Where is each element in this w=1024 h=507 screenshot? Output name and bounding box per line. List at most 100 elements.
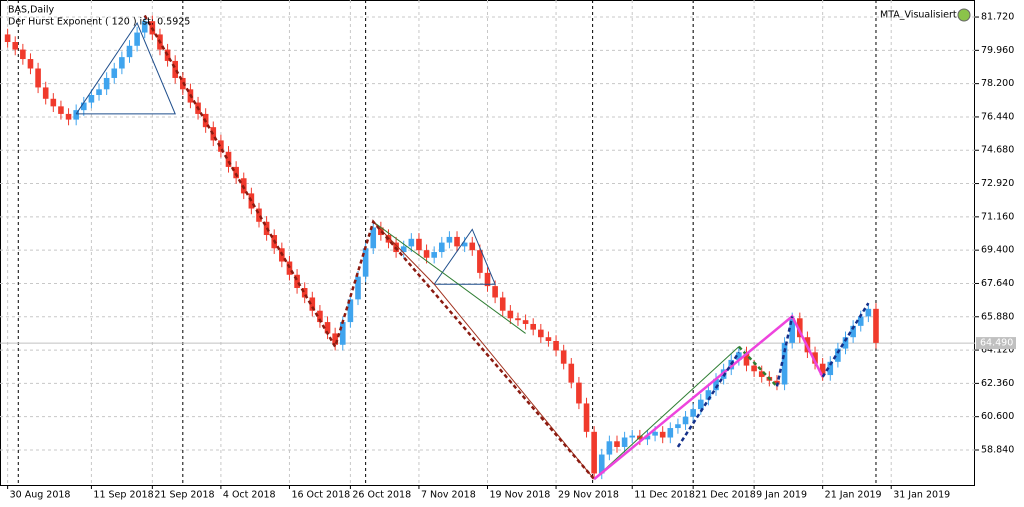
candle-body [492, 286, 498, 298]
candle-body [332, 333, 338, 345]
y-tick-label: 79.960 [981, 45, 1014, 56]
candle-body [423, 250, 430, 258]
candle-body [865, 308, 872, 317]
candle-body [507, 310, 514, 319]
candle-body [819, 363, 826, 376]
candle-body [20, 49, 26, 60]
candle-body [560, 350, 567, 364]
candle-body [218, 140, 224, 152]
y-tick-label: 71.160 [981, 211, 1014, 222]
candle-body [659, 431, 666, 438]
candle-body [12, 42, 19, 50]
zigzag-line [75, 22, 176, 115]
x-tick-label: 21 Sep 2018 [154, 490, 214, 501]
candle-body [58, 106, 64, 114]
candle-body [355, 276, 361, 300]
candle-body [842, 337, 849, 349]
candle-body [286, 261, 293, 275]
candle-body [225, 151, 232, 167]
candle-body [515, 318, 521, 321]
candle-body [781, 342, 788, 385]
x-tick-label: 31 Jan 2019 [893, 490, 950, 501]
y-tick-label: 67.640 [981, 278, 1014, 289]
indicator-icon[interactable] [957, 8, 971, 22]
candle-body [713, 378, 719, 391]
candle-body [80, 102, 87, 111]
zigzag-line [143, 14, 596, 480]
last-price-box [976, 337, 1016, 350]
zigzag-line [676, 351, 740, 448]
y-tick-label: 74.680 [981, 145, 1014, 156]
last-price-label: 64.490 [980, 338, 1013, 349]
candle-body [73, 110, 79, 120]
candle-body [378, 227, 384, 236]
candle-body [545, 337, 552, 341]
chart-title: BAS,Daily [8, 5, 54, 16]
y-tick-label: 81.720 [981, 12, 1014, 23]
y-tick-label: 58.840 [981, 444, 1014, 455]
candle-body [461, 242, 468, 247]
candle-body [96, 89, 102, 95]
x-tick-label: 29 Nov 2018 [558, 490, 619, 501]
candle-body [324, 322, 331, 334]
x-tick-label: 30 Aug 2018 [10, 490, 71, 501]
candle-body [675, 424, 681, 429]
candle-body [27, 59, 34, 69]
candle-body [88, 94, 95, 103]
candle-body [317, 310, 323, 323]
candle-body [614, 441, 620, 447]
candle-body [873, 308, 879, 343]
candle-body [119, 57, 125, 69]
candle-body [172, 60, 178, 78]
candle-body [4, 34, 11, 43]
candle-body [362, 248, 369, 277]
candle-body [469, 242, 476, 251]
candle-body [111, 68, 118, 78]
candle-body [850, 325, 856, 338]
y-tick-label: 78.200 [981, 78, 1014, 89]
y-tick-label: 65.880 [981, 311, 1014, 322]
candle-body [576, 382, 582, 404]
candle-body [690, 409, 696, 417]
zigzag-line [775, 316, 794, 387]
candle-body [431, 252, 437, 258]
candle-body [446, 236, 453, 243]
candle-body [294, 274, 300, 289]
candle-body [797, 318, 803, 338]
x-tick-label: 4 Oct 2018 [223, 490, 276, 501]
candle-body [370, 227, 377, 249]
candle-body [644, 435, 651, 440]
candle-body [126, 45, 133, 58]
indicator-subtitle: Der Hurst Exponent ( 120 ) ist: 0.5925 [8, 17, 190, 28]
candle-body [682, 416, 689, 425]
candle-body [538, 329, 544, 338]
zigzag-line [821, 302, 870, 378]
candle-body [347, 299, 354, 323]
candle-body [141, 21, 148, 33]
candle-body [857, 316, 864, 326]
x-tick-label: 7 Nov 2018 [421, 490, 476, 501]
x-tick-label: 21 Jan 2019 [825, 490, 882, 501]
x-tick-label: 21 Dec 2018 [695, 490, 756, 501]
candle-body [553, 340, 559, 351]
x-tick-label: 9 Jan 2019 [756, 490, 807, 501]
candle-body [35, 68, 41, 88]
candle-body [522, 320, 529, 324]
candle-body [530, 323, 537, 330]
candle-body [583, 403, 590, 432]
candle-body [438, 242, 445, 253]
candle-body [454, 236, 460, 247]
candle-body [751, 365, 757, 372]
candle-body [591, 431, 597, 474]
candle-body [339, 322, 346, 345]
candle-body [789, 318, 795, 343]
candle-body [42, 87, 49, 99]
candle-body [65, 113, 72, 120]
candle-body [103, 77, 110, 90]
x-tick-label: 16 Oct 2018 [291, 490, 350, 501]
candle-body [400, 246, 407, 253]
candle-body [652, 431, 658, 436]
y-tick-label: 62.360 [981, 378, 1014, 389]
candle-body [705, 390, 712, 400]
